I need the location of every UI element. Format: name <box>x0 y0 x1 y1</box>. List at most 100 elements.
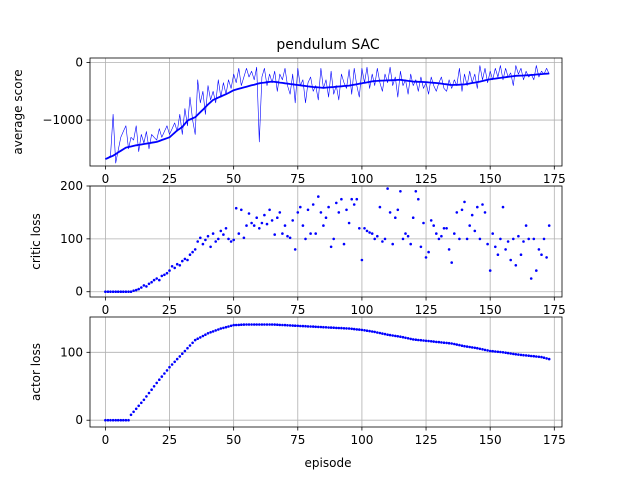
actor-axes-frame <box>89 316 563 428</box>
data-point <box>522 240 525 243</box>
data-point <box>529 277 533 280</box>
x-tick-label: 175 <box>543 303 566 317</box>
data-point <box>437 340 441 344</box>
x-tick-label: 125 <box>415 172 438 186</box>
data-point <box>352 203 356 206</box>
data-point <box>440 341 443 344</box>
data-point <box>391 242 395 246</box>
data-point <box>450 342 454 345</box>
data-point <box>519 253 523 256</box>
data-point <box>509 258 512 262</box>
data-point <box>288 324 292 327</box>
data-point <box>170 363 174 366</box>
data-point <box>199 336 202 339</box>
data-point <box>204 238 207 242</box>
data-point <box>537 248 541 251</box>
data-point <box>381 332 384 335</box>
data-point <box>460 208 464 212</box>
data-point <box>281 232 284 235</box>
data-point <box>514 264 518 267</box>
data-point <box>335 201 338 205</box>
data-point <box>424 339 428 343</box>
data-point <box>173 266 176 270</box>
data-point <box>309 232 312 235</box>
data-point <box>317 195 320 198</box>
data-point <box>124 290 128 294</box>
x-tick-label: 100 <box>350 303 373 317</box>
data-point <box>396 335 400 338</box>
data-point <box>368 231 371 234</box>
data-point <box>437 237 441 241</box>
data-point <box>496 253 500 256</box>
data-point <box>322 325 325 329</box>
data-point <box>373 330 377 334</box>
data-point <box>319 325 323 329</box>
data-point <box>286 234 289 238</box>
chart-title: pendulum SAC <box>276 37 379 53</box>
data-point <box>158 378 161 382</box>
data-point <box>311 325 315 328</box>
data-point <box>163 273 166 277</box>
data-point <box>234 206 238 210</box>
data-point <box>255 216 258 219</box>
data-point <box>145 285 148 288</box>
data-point <box>470 346 474 349</box>
data-point <box>224 227 228 230</box>
data-point <box>535 269 538 272</box>
data-point <box>306 208 310 212</box>
data-point <box>537 355 541 359</box>
data-point <box>429 219 433 222</box>
data-point <box>476 346 479 350</box>
data-point <box>483 348 487 352</box>
data-point <box>175 262 179 266</box>
data-point <box>245 323 248 326</box>
data-point <box>268 323 271 326</box>
data-point <box>250 323 253 326</box>
x-tick-label: 50 <box>226 172 241 186</box>
data-point <box>104 290 107 294</box>
data-point <box>276 216 279 219</box>
data-point <box>327 205 330 209</box>
data-point <box>442 341 446 345</box>
actor-loss-panel: 0 25 50 75 100 125 150 175 0 100 actor loss episo… <box>29 316 566 470</box>
data-point <box>260 323 264 326</box>
actor-series <box>104 323 551 422</box>
x-tick-label: 150 <box>479 303 502 317</box>
data-point <box>268 208 271 212</box>
data-point <box>376 331 379 334</box>
data-point <box>222 233 225 236</box>
data-point <box>293 248 297 251</box>
data-point <box>116 418 120 422</box>
data-point <box>178 264 182 267</box>
data-point <box>134 407 138 411</box>
data-point <box>260 221 264 225</box>
data-point <box>124 418 128 422</box>
data-point <box>222 326 225 330</box>
x-tick-label: 0 <box>102 303 110 317</box>
data-point <box>232 323 235 327</box>
data-point <box>263 213 266 217</box>
score-grid <box>90 58 562 166</box>
data-point <box>509 352 512 355</box>
data-point <box>109 290 112 294</box>
data-point <box>265 222 269 226</box>
data-point <box>365 229 369 233</box>
data-point <box>478 347 482 351</box>
data-point <box>127 418 130 422</box>
actor-y-axis-label: actor loss <box>29 343 43 401</box>
critic-ticks: 0 25 50 75 100 125 150 175 0 100 200 <box>60 179 566 317</box>
data-point <box>406 337 410 340</box>
data-point <box>183 349 187 353</box>
data-point <box>383 237 387 241</box>
data-point <box>209 245 212 249</box>
data-point <box>522 353 525 357</box>
data-point <box>150 280 153 284</box>
data-point <box>547 357 551 361</box>
data-point <box>460 344 464 348</box>
y-tick-label: 200 <box>60 179 83 193</box>
data-point <box>327 326 330 329</box>
data-point <box>540 253 543 256</box>
data-point <box>137 287 140 291</box>
data-point <box>388 333 392 337</box>
data-point <box>296 324 300 328</box>
